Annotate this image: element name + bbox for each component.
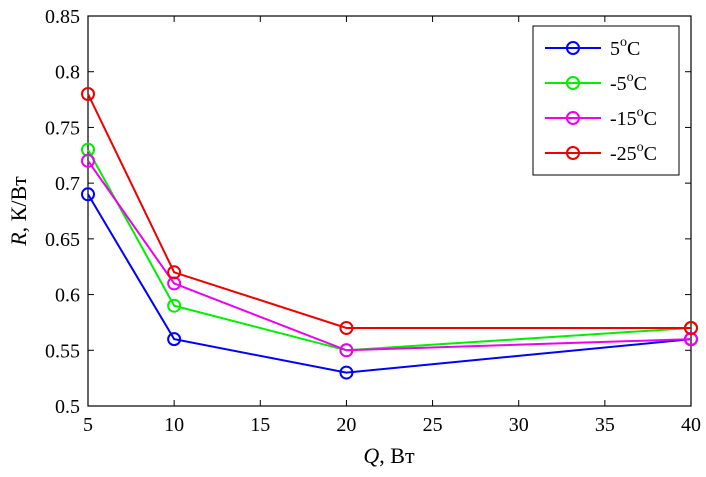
series-layer (81, 87, 698, 380)
series-line (87, 149, 692, 352)
x-tick-label: 35 (595, 414, 615, 436)
legend-label: 5oC (610, 35, 640, 60)
x-axis-label-symbol: Q (363, 443, 379, 468)
y-tick-label: 0.6 (55, 285, 80, 307)
series-3 (81, 87, 698, 335)
legend-label: -15oC (610, 105, 657, 130)
legend-label-unit: C (644, 143, 657, 165)
data-point (81, 187, 95, 202)
data-point (81, 153, 95, 168)
y-tick-label: 0.7 (55, 173, 80, 195)
legend-marker (566, 41, 580, 55)
legend-label-degree: o (627, 70, 634, 85)
legend-label-unit: C (644, 108, 657, 130)
y-tick-label: 0.75 (45, 117, 80, 139)
x-tick-label: 5 (83, 414, 93, 436)
data-point (339, 343, 354, 358)
legend-marker (566, 111, 580, 125)
y-tick-label: 0.8 (55, 62, 80, 84)
data-point (339, 321, 354, 335)
ticks-layer: 5 10 15 20 25 30 35 40 0.5 0.55 0.6 0.65 0.7 0.75 0.8 0… (45, 6, 701, 436)
series-line (87, 93, 691, 329)
legend-label-unit: C (627, 38, 640, 60)
x-tick-label: 40 (681, 414, 701, 436)
legend-box (532, 25, 680, 176)
legend-marker (566, 76, 580, 90)
data-point (167, 265, 182, 280)
y-tick-label: 0.65 (45, 229, 80, 251)
data-point (167, 298, 182, 313)
x-axis-label: Q, Вт (363, 443, 415, 468)
data-point (684, 321, 698, 335)
series-0 (81, 187, 698, 380)
y-tick-label: 0.5 (55, 396, 80, 418)
legend-item-0: 5oC (545, 35, 640, 60)
legend-label-unit: C (634, 73, 647, 95)
legend-label-main: -15 (610, 108, 637, 130)
y-tick-label: 0.55 (45, 340, 80, 362)
legend-label-degree: o (637, 105, 644, 120)
data-point (81, 87, 95, 101)
legend-label: -25oC (610, 140, 657, 165)
series-2 (81, 153, 698, 358)
legend-label-degree: o (637, 140, 644, 155)
y-axis-label-unit: , К/Вт (6, 176, 31, 232)
x-tick-label: 15 (250, 414, 270, 436)
legend-items: 5oC-5oC-15oC-25oC (545, 35, 657, 165)
data-point (167, 332, 182, 347)
legend-label-degree: o (620, 35, 627, 50)
legend: 5oC-5oC-15oC-25oC (532, 25, 680, 176)
x-tick-label: 30 (509, 414, 529, 436)
legend-item-1: -5oC (545, 70, 647, 95)
y-tick-label: 0.85 (45, 6, 80, 28)
y-axis-label: R, К/Вт (6, 176, 31, 247)
data-point (339, 365, 354, 380)
y-axis-label-symbol: R (6, 232, 31, 247)
legend-label-main: 5 (610, 38, 620, 60)
legend-label: -5oC (610, 70, 647, 95)
legend-item-2: -15oC (545, 105, 657, 130)
series-line (87, 193, 692, 374)
x-axis-label-unit: , Вт (379, 443, 415, 468)
legend-label-main: -25 (610, 143, 637, 165)
x-tick-label: 25 (423, 414, 443, 436)
legend-label-main: -5 (610, 73, 627, 95)
legend-item-3: -25oC (545, 140, 657, 165)
legend-marker (566, 146, 580, 160)
series-line (87, 160, 692, 352)
x-tick-label: 10 (164, 414, 184, 436)
x-tick-label: 20 (336, 414, 356, 436)
